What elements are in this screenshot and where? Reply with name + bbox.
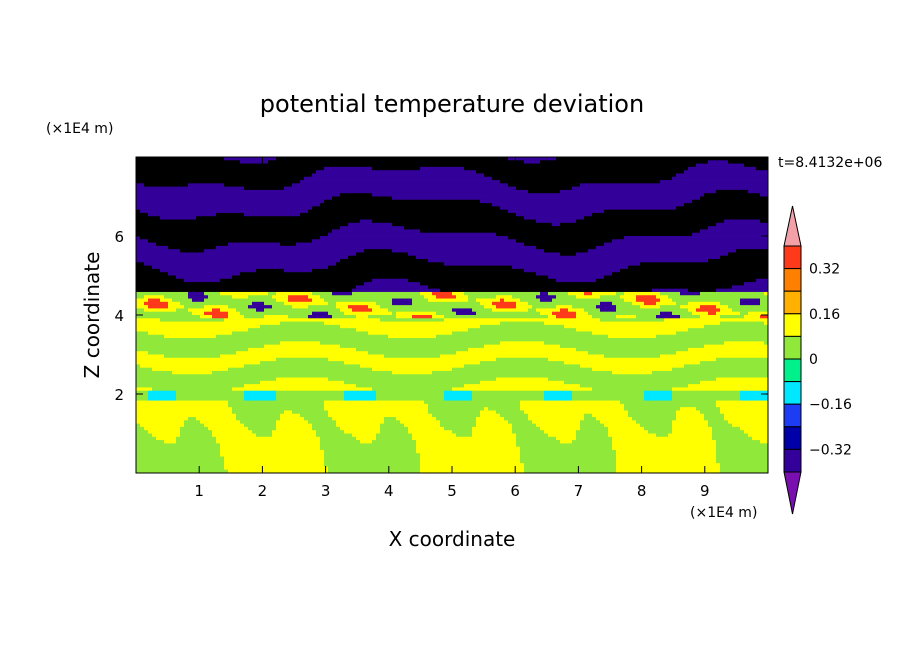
colorbar-arrow-top [784, 206, 801, 246]
y-tick-label: 2 [114, 386, 124, 404]
colorbar-band [784, 314, 801, 337]
x-tick-label: 9 [700, 482, 710, 500]
colorbar-band [784, 449, 801, 472]
colorbar-band [784, 291, 801, 314]
colorbar-tick-label: 0 [809, 352, 818, 368]
x-tick-label: 5 [447, 482, 457, 500]
x-tick-label: 2 [258, 482, 268, 500]
chart-title: potential temperature deviation [260, 90, 644, 118]
x-tick-label: 7 [574, 482, 584, 500]
colorbar-band [784, 246, 801, 269]
x-unit-label: (×1E4 m) [690, 505, 757, 521]
colorbar-arrow-bottom [784, 472, 801, 514]
x-tick-label: 6 [510, 482, 520, 500]
colorbar-tick-label: 0.16 [809, 307, 840, 323]
y-tick-label: 6 [114, 228, 124, 246]
y-unit-label: (×1E4 m) [46, 121, 113, 137]
colorbar: 0.32 0.16 0 −0.16 −0.32 [784, 206, 852, 514]
x-tick-label: 8 [637, 482, 647, 500]
x-tick-label: 4 [384, 482, 394, 500]
colorbar-tick-label: 0.32 [809, 262, 840, 278]
colorbar-band [784, 427, 801, 450]
colorbar-band [784, 382, 801, 405]
x-tick-label: 1 [194, 482, 204, 500]
colorbar-tick-label: −0.32 [809, 442, 852, 458]
colorbar-band [784, 336, 801, 359]
colorbar-band [784, 269, 801, 292]
y-axis-title: Z coordinate [80, 252, 104, 379]
x-axis-title: X coordinate [389, 527, 516, 551]
y-tick-label: 4 [114, 307, 124, 325]
colorbar-band [784, 359, 801, 382]
plot-area [136, 157, 768, 473]
time-label: t=8.4132e+06 [778, 155, 882, 171]
x-tick-label: 3 [321, 482, 331, 500]
colorbar-tick-label: −0.16 [809, 397, 852, 413]
colorbar-band [784, 404, 801, 427]
